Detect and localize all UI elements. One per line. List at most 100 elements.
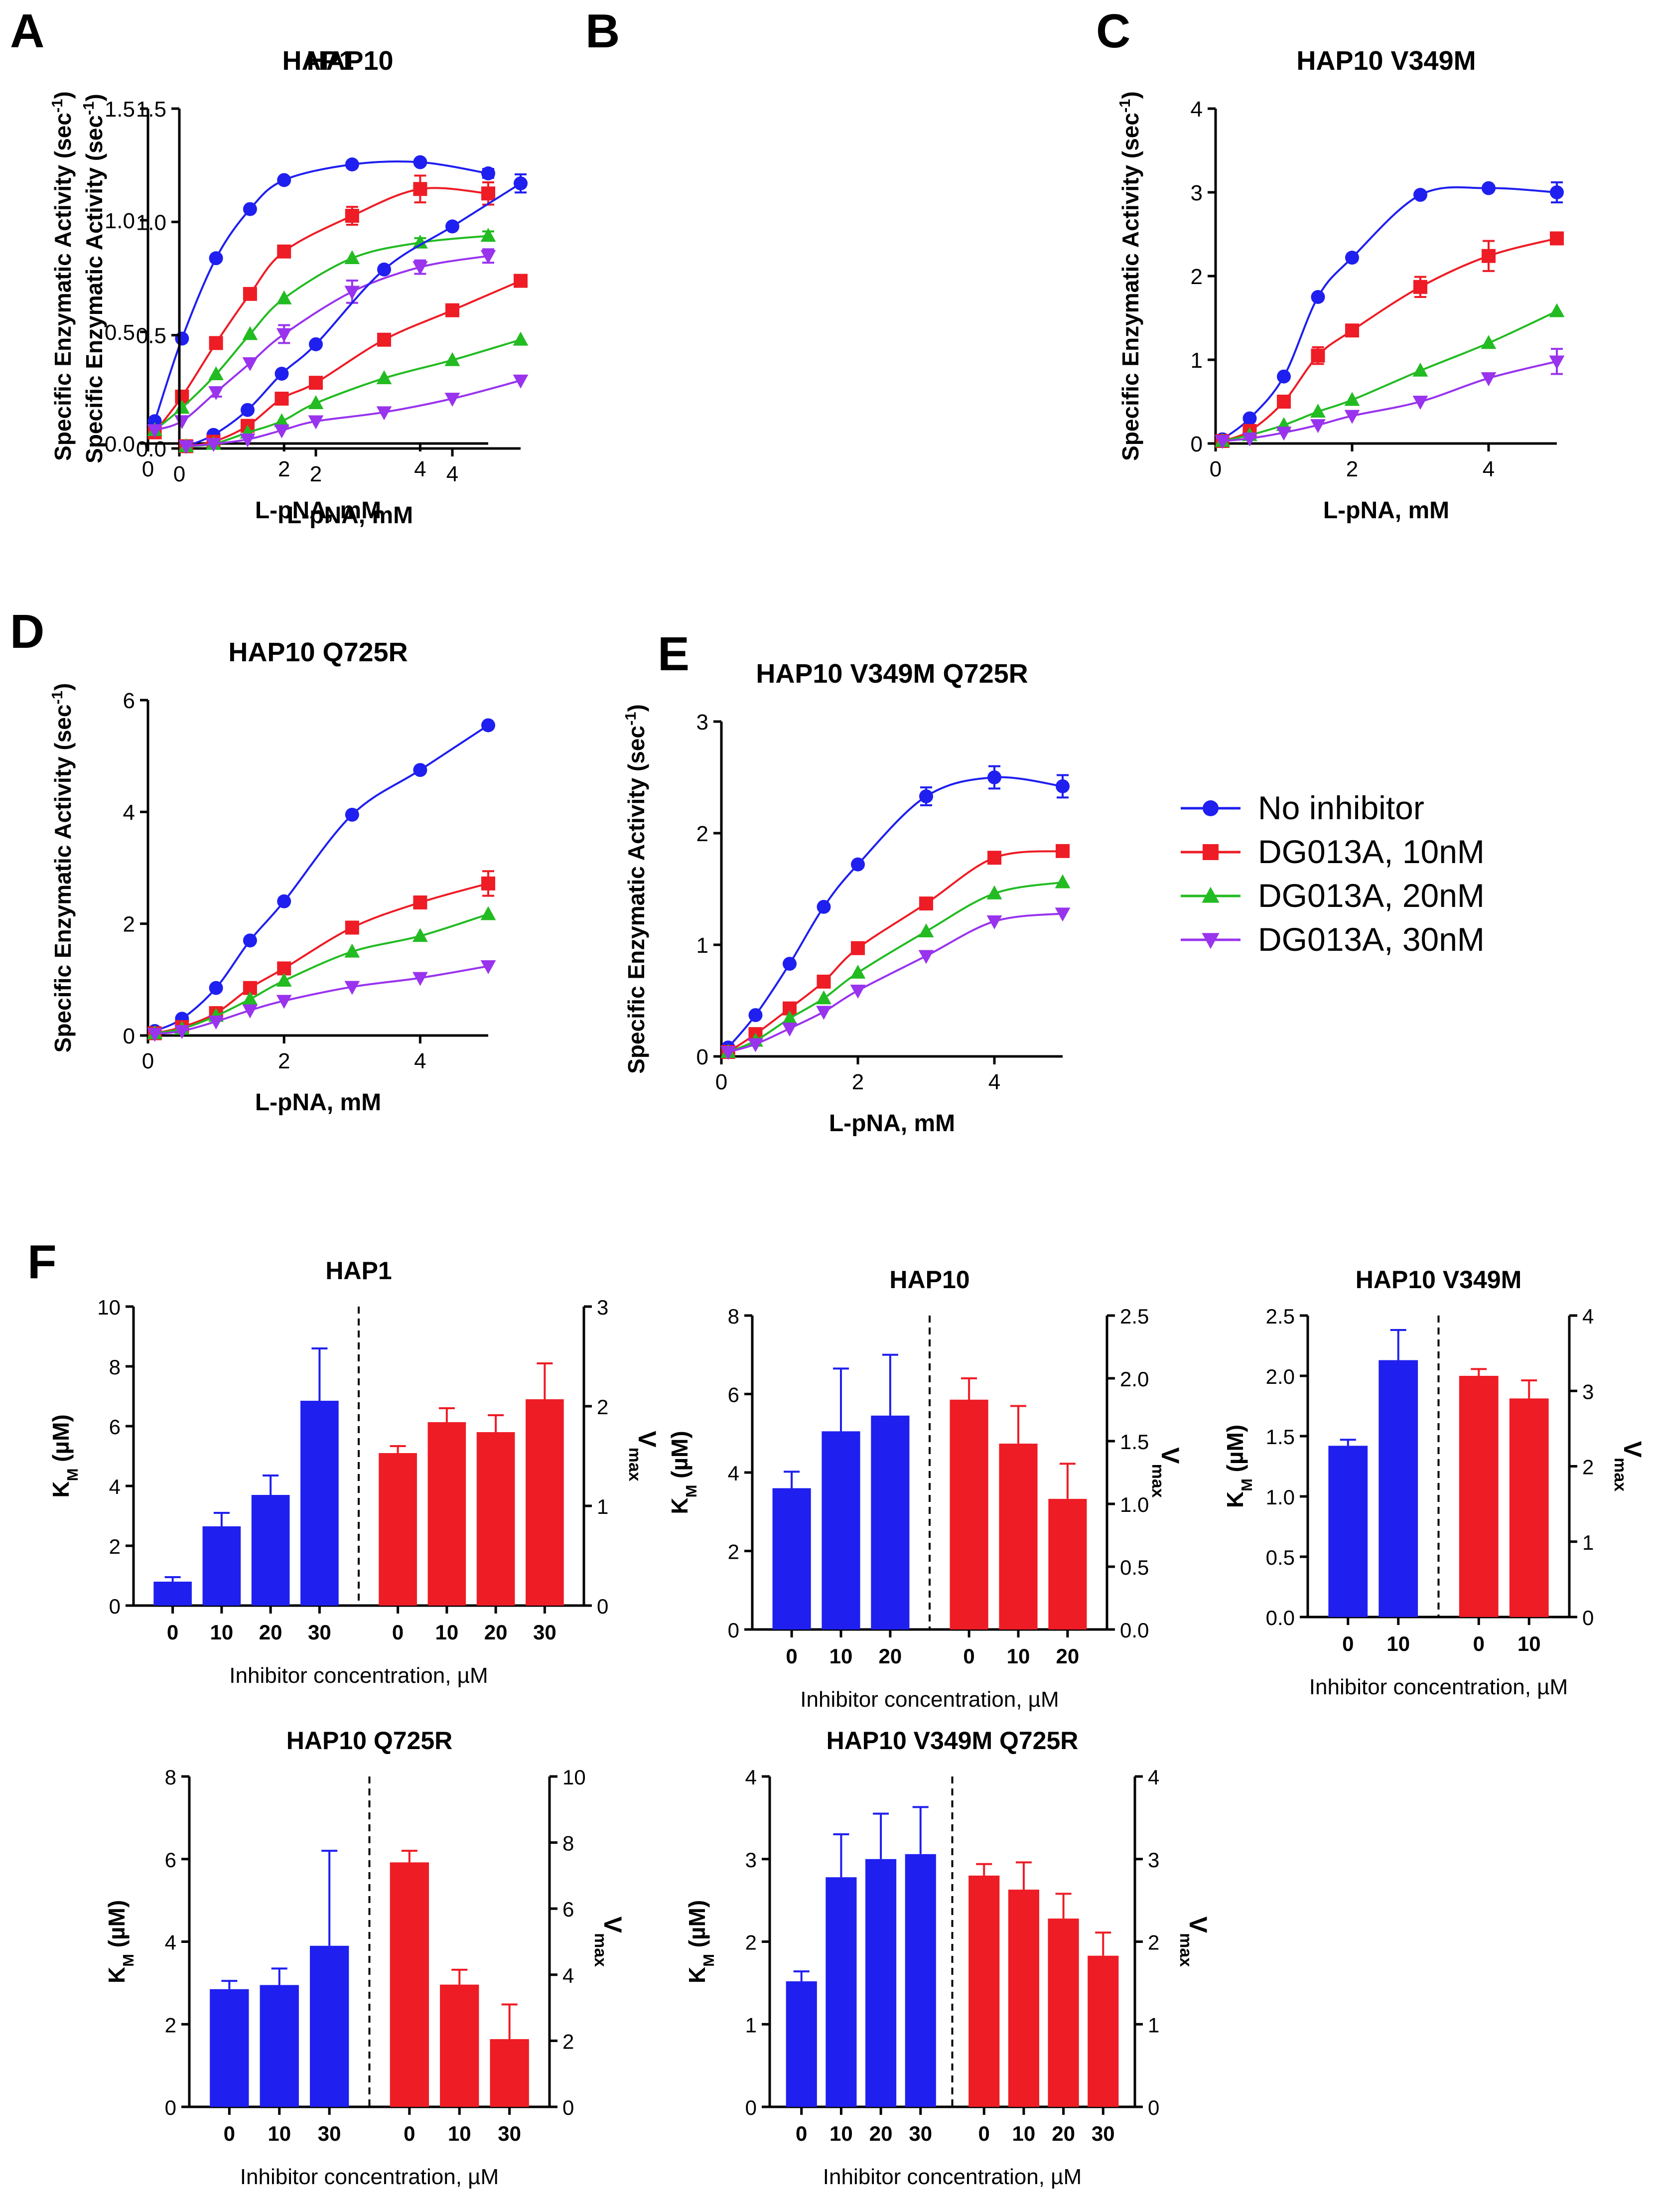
- y-tick-label: 2: [696, 822, 708, 846]
- data-point: [413, 928, 428, 942]
- vmax-bar: [1008, 1890, 1039, 2107]
- legend-marker: [1203, 800, 1219, 816]
- right-y-tick-label: 10: [562, 1766, 586, 1789]
- vmax-bar: [490, 2039, 529, 2107]
- data-point: [481, 718, 495, 733]
- km-bar: [1328, 1446, 1368, 1617]
- data-point: [345, 157, 359, 171]
- x-tick-label: 0: [392, 1621, 404, 1644]
- legend-marker: [1202, 886, 1220, 903]
- data-point: [817, 974, 831, 989]
- data-point: [1310, 404, 1326, 418]
- data-point: [175, 331, 189, 346]
- data-point: [481, 186, 495, 201]
- data-point: [242, 991, 258, 1005]
- y-tick-label: 0.5: [105, 320, 135, 345]
- x-tick-label: 20: [484, 1621, 508, 1644]
- data-point: [1412, 362, 1428, 377]
- data-point: [147, 1028, 163, 1042]
- x-axis-label: L-pNA, mM: [255, 497, 381, 524]
- x-tick-label: 0: [1210, 457, 1222, 481]
- chart-title: HAP10 V349M: [1356, 1266, 1522, 1294]
- chart-panel-a: 0.0 0.5 1.0 1.5 0 2 4 A HAP1 L-pNA, mM Specific En…: [10, 4, 496, 524]
- data-point: [174, 415, 190, 430]
- data-point: [274, 413, 289, 428]
- data-point: [242, 326, 258, 340]
- x-axis-label: L-pNA, mM: [255, 1089, 381, 1116]
- chart-panel-f4: 0 2 4 6 8 0 2 4 6 8 10 0 10 30 0 10 30 HAP10 Q725R Inhibit…: [104, 1727, 627, 2189]
- left-y-tick-label: 2: [728, 1540, 739, 1564]
- data-point: [480, 250, 496, 264]
- km-bar: [202, 1526, 241, 1606]
- data-point: [513, 374, 529, 389]
- x-tick-label: 0: [404, 2122, 415, 2145]
- x-tick-label: 4: [446, 462, 458, 486]
- data-point: [445, 303, 459, 317]
- vmax-bar: [1048, 1918, 1079, 2107]
- vmax-bar: [476, 1432, 515, 1606]
- left-y-tick-label: 2: [745, 1931, 757, 1954]
- x-tick-label: 10: [448, 2122, 471, 2145]
- x-tick-label: 20: [879, 1644, 902, 1668]
- x-tick-label: 2: [852, 1070, 864, 1094]
- data-point: [987, 851, 1001, 865]
- right-y-tick-label: 1: [1148, 2013, 1159, 2037]
- data-point: [377, 262, 391, 277]
- x-tick-label: 2: [278, 457, 290, 481]
- x-tick-label: 2: [278, 1049, 290, 1073]
- data-point: [277, 173, 291, 187]
- x-tick-label: 30: [533, 1621, 556, 1644]
- x-tick-label: 10: [435, 1621, 459, 1644]
- x-tick-label: 4: [414, 1049, 426, 1073]
- left-y-axis-label: KM (µM): [684, 1900, 717, 1983]
- left-y-tick-label: 0: [745, 2096, 757, 2119]
- data-point: [1056, 844, 1070, 858]
- vmax-bar: [999, 1444, 1038, 1629]
- x-tick-label: 0: [1473, 1632, 1485, 1655]
- left-y-tick-label: 0: [728, 1619, 739, 1642]
- x-tick-label: 0: [173, 462, 185, 486]
- data-point: [1242, 411, 1257, 426]
- data-point: [1276, 427, 1292, 441]
- y-tick-label: 4: [123, 800, 135, 825]
- data-point: [748, 1008, 763, 1023]
- right-y-tick-label: 1.5: [1120, 1430, 1149, 1454]
- km-bar: [310, 1945, 349, 2107]
- data-point: [1344, 410, 1360, 424]
- panel-letter: A: [10, 4, 44, 58]
- left-y-tick-label: 8: [109, 1355, 121, 1379]
- x-tick-label: 10: [1386, 1632, 1410, 1655]
- vmax-bar: [950, 1399, 988, 1629]
- y-tick-label: 0.0: [136, 437, 166, 461]
- vmax-bar: [526, 1399, 564, 1606]
- km-bar: [300, 1401, 339, 1606]
- data-point: [147, 424, 163, 439]
- data-point: [514, 274, 528, 288]
- right-y-tick-label: 1: [1582, 1531, 1594, 1554]
- y-axis-label: Specific Enzymatic Activity (sec-1): [1116, 91, 1144, 461]
- data-point: [1549, 303, 1565, 317]
- y-tick-label: 0.0: [105, 432, 135, 456]
- fit-curve: [186, 280, 521, 447]
- x-tick-label: 0: [786, 1644, 797, 1668]
- data-point: [851, 857, 865, 872]
- data-point: [344, 981, 360, 995]
- right-y-tick-label: 3: [597, 1296, 608, 1319]
- data-point: [276, 328, 292, 342]
- right-y-tick-label: 3: [1582, 1380, 1594, 1403]
- right-y-axis-label: Vmax: [1176, 1917, 1212, 1967]
- legend: No inhibitor DG013A, 10nM DG013A, 20nM DG01…: [1181, 789, 1485, 958]
- fit-curve: [154, 913, 489, 1034]
- data-point: [816, 990, 831, 1005]
- y-tick-label: 0: [123, 1024, 135, 1048]
- data-point: [816, 1006, 831, 1020]
- data-point: [241, 403, 255, 417]
- chart-title: HAP10: [889, 1266, 969, 1294]
- right-y-tick-label: 2: [1582, 1456, 1594, 1479]
- data-point: [276, 972, 292, 987]
- km-bar: [865, 1859, 897, 2107]
- data-point: [1215, 435, 1231, 449]
- data-point: [345, 209, 359, 223]
- fit-curve: [154, 724, 489, 1032]
- chart-panel-f2: 0 2 4 6 8 0.0 0.5 1.0 1.5 2.0 2.5 0 10 20 0 10 20 HAP10 In…: [667, 1266, 1184, 1712]
